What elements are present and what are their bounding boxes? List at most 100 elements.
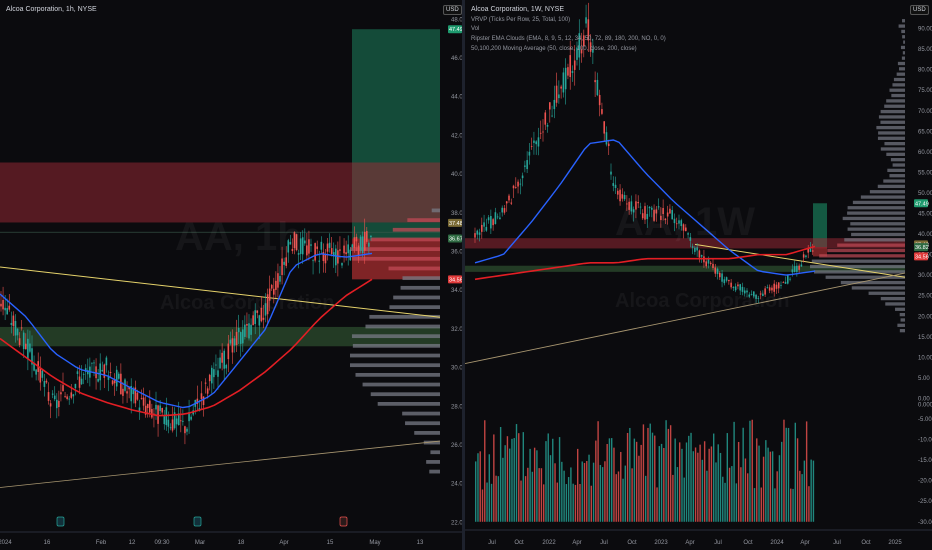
right-chart-pane[interactable]: 90.00 85.00 80.00 75.00 70.00 65.00 60.00 55.00… xyxy=(465,0,932,550)
right-volume-bar xyxy=(588,454,590,522)
right-volume-bar xyxy=(733,421,735,522)
left-volume-profile-bar xyxy=(402,276,440,281)
left-candle-body xyxy=(328,242,331,248)
left-price-tick: 48.00 xyxy=(451,17,462,23)
right-chart-title: Alcoa Corporation, 1W, NYSE xyxy=(471,6,564,13)
right-candle-body xyxy=(474,233,476,238)
right-volume-bar xyxy=(665,420,667,522)
right-candle-body xyxy=(587,19,590,41)
right-watermark-name: Alcoa Corporation xyxy=(615,290,790,312)
right-candle-body xyxy=(510,202,513,204)
left-candle-body xyxy=(326,243,329,252)
right-currency-button[interactable]: USD xyxy=(910,5,929,15)
left-candle-body xyxy=(213,369,215,378)
right-volume-profile-bar xyxy=(901,56,905,60)
right-volume-bar xyxy=(667,428,670,522)
right-volume-bar xyxy=(794,422,796,522)
left-candle-body xyxy=(349,249,352,261)
right-candle-body xyxy=(607,143,610,147)
left-candle-body xyxy=(70,392,73,398)
right-candle-body xyxy=(796,265,798,272)
right-volume-profile-bar xyxy=(847,211,905,215)
left-candle-body xyxy=(6,308,8,315)
left-candle-body xyxy=(167,419,170,427)
left-candle-body xyxy=(101,369,104,372)
left-candle-body xyxy=(237,327,240,333)
right-price-tick: 50.00 xyxy=(918,191,932,197)
right-time-tick: 2023 xyxy=(654,540,668,546)
right-volume-bar xyxy=(617,471,620,522)
right-volume-bar xyxy=(509,448,511,522)
right-time-tick: Jul xyxy=(488,540,496,546)
left-candle-body xyxy=(200,393,203,399)
left-candle-body xyxy=(22,332,25,350)
right-volume-bar xyxy=(513,438,515,522)
right-volume-profile-bar xyxy=(883,179,905,183)
left-candle-body xyxy=(120,373,122,395)
left-time-tick: 09:30 xyxy=(154,540,170,546)
right-price-tick: 0.000 xyxy=(918,403,932,409)
right-candle-body xyxy=(589,42,592,52)
left-candle-body xyxy=(266,294,269,315)
right-candle-body xyxy=(653,209,655,221)
left-candle-body xyxy=(285,257,287,266)
left-volume-profile-bar xyxy=(352,343,440,348)
left-candle-body xyxy=(312,260,314,262)
right-candle-body xyxy=(505,201,508,204)
right-candle-body xyxy=(757,298,760,299)
left-candle-body xyxy=(93,362,95,364)
right-candle-body xyxy=(549,102,551,110)
right-volume-profile-bar xyxy=(889,88,905,92)
indicator-vol[interactable]: Vol xyxy=(471,26,480,32)
right-volume-bar xyxy=(765,440,767,522)
left-volume-profile-bar xyxy=(423,440,440,445)
left-candle-body xyxy=(0,303,2,307)
left-candle-body xyxy=(289,241,292,245)
indicator-moving-average[interactable]: 50,100,200 Moving Average (50, close, 10… xyxy=(471,46,637,52)
right-candle-body xyxy=(621,194,624,199)
right-volume-profile-bar xyxy=(811,259,905,263)
right-volume-bar xyxy=(728,467,731,522)
left-chart-pane[interactable]: 48.00 46.00 44.00 42.00 40.00 38.00 36.00 34.00… xyxy=(0,0,462,550)
right-volume-bar xyxy=(533,447,536,522)
indicator-ema-clouds[interactable]: Ripster EMA Clouds (EMA, 8, 9, 5, 12, 34… xyxy=(471,36,666,42)
right-candle-body xyxy=(558,94,560,99)
indicator-vrvp[interactable]: VRVP (Ticks Per Row, 25, Total, 100) xyxy=(471,17,571,23)
left-candle-body xyxy=(82,373,85,375)
right-candle-body xyxy=(617,190,619,195)
left-candle-body xyxy=(113,380,116,384)
right-candle-body xyxy=(571,71,574,73)
right-time-tick: Apr xyxy=(572,540,581,546)
right-volume-bar xyxy=(679,442,681,522)
left-candle-body xyxy=(370,235,372,238)
left-price-badge-label: 37.48 xyxy=(449,221,462,227)
pane-divider[interactable] xyxy=(462,0,465,550)
right-candle-body xyxy=(598,94,601,106)
right-volume-bar xyxy=(493,434,495,522)
right-candle-body xyxy=(648,206,651,209)
right-volume-profile-bar xyxy=(886,99,905,103)
right-volume-bar xyxy=(690,432,692,522)
right-volume-bar xyxy=(774,488,776,522)
right-candle-body xyxy=(619,189,621,202)
right-volume-bar xyxy=(812,460,815,522)
right-volume-bar xyxy=(688,435,690,522)
left-candle-body xyxy=(314,243,316,261)
left-candle-body xyxy=(74,383,77,389)
right-candle-body xyxy=(671,210,673,220)
right-volume-bar xyxy=(747,473,749,522)
right-volume-bar xyxy=(495,475,497,522)
left-candle-body xyxy=(58,400,60,408)
right-volume-bar xyxy=(692,451,694,522)
right-price-tick: -20.00 xyxy=(918,479,932,485)
right-volume-profile-bar xyxy=(900,45,905,50)
left-candle-body xyxy=(235,331,238,346)
right-candle-body xyxy=(719,272,721,278)
left-chart-canvas[interactable]: 48.00 46.00 44.00 42.00 40.00 38.00 36.00 34.00… xyxy=(0,0,462,550)
right-time-tick: 2025 xyxy=(888,540,902,546)
right-candle-body xyxy=(560,86,562,89)
left-currency-button[interactable]: USD xyxy=(443,5,462,15)
right-chart-canvas[interactable]: 90.00 85.00 80.00 75.00 70.00 65.00 60.00 55.00… xyxy=(465,0,932,550)
left-candle-body xyxy=(256,310,259,313)
left-price-tick: 30.00 xyxy=(451,366,462,372)
